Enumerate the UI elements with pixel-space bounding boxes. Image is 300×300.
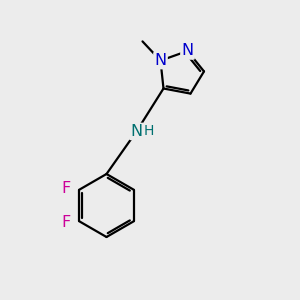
Text: F: F — [61, 181, 70, 196]
Text: N: N — [154, 53, 166, 68]
Text: F: F — [61, 215, 70, 230]
Text: N: N — [182, 44, 194, 59]
Text: H: H — [143, 124, 154, 138]
Text: N: N — [130, 124, 142, 139]
